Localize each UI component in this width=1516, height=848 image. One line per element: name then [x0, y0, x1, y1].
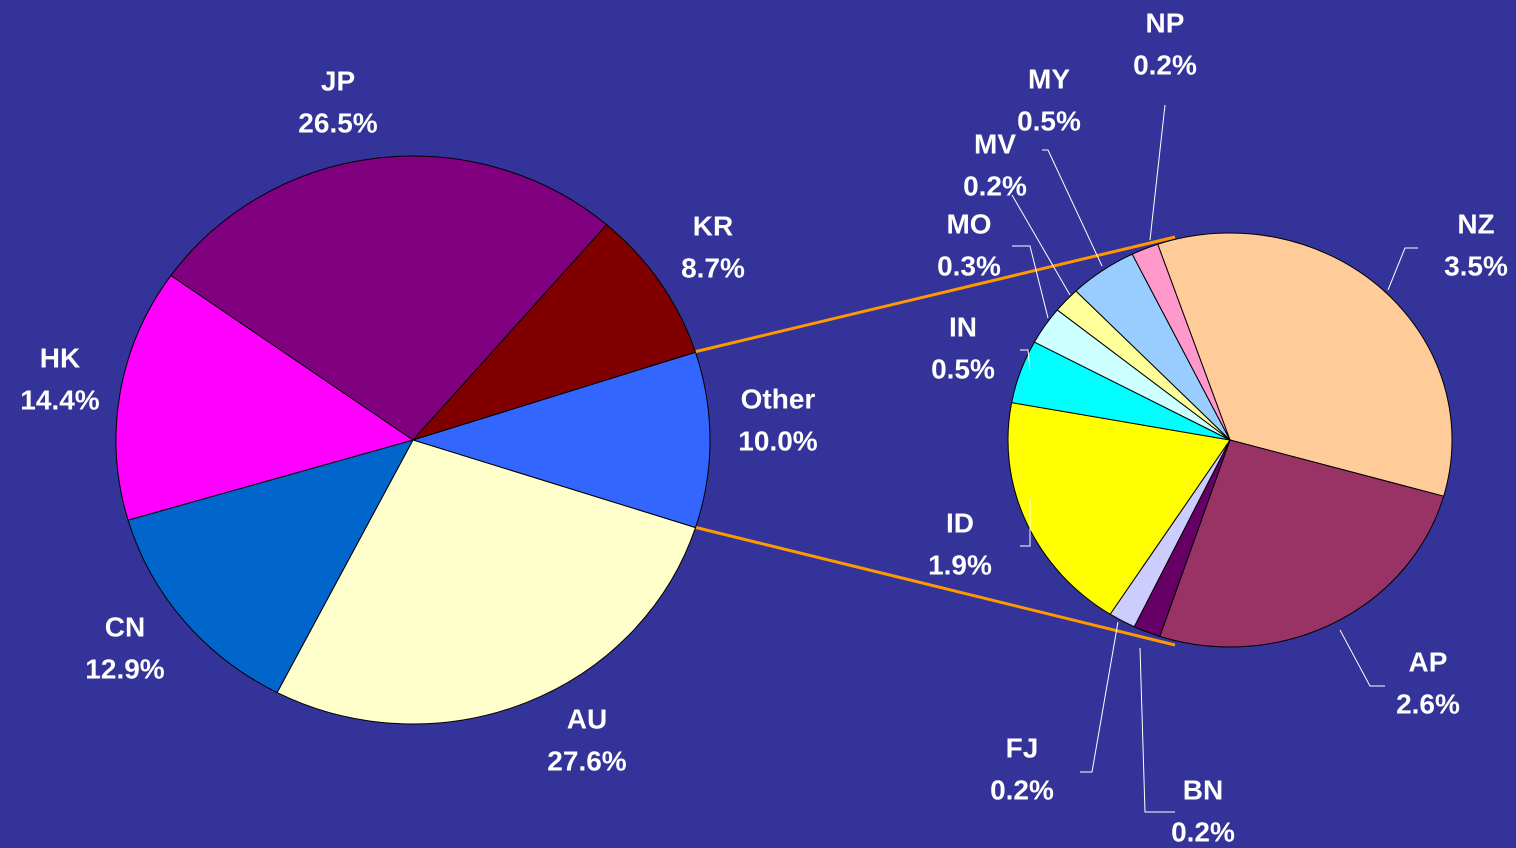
slice-value-label: 26.5%: [298, 107, 377, 138]
slice-value-label: 0.5%: [1017, 105, 1081, 136]
slice-label: HK: [40, 342, 80, 373]
leader-line: [1139, 647, 1175, 813]
slice-label: Other: [741, 383, 816, 414]
leader-line: [1012, 245, 1049, 319]
leader-line: [1387, 247, 1418, 291]
slice-label: MV: [974, 128, 1016, 159]
pie-slice: [170, 155, 608, 441]
pie-slice: [1131, 243, 1231, 441]
slice-label: AU: [567, 703, 607, 734]
pie-slice: [411, 351, 711, 529]
slice-value-label: 3.5%: [1444, 250, 1508, 281]
slice-label: JP: [321, 65, 355, 96]
slice-value-label: 12.9%: [85, 653, 164, 684]
slice-value-label: 0.2%: [1133, 49, 1197, 80]
leader-line: [1011, 194, 1071, 296]
slice-label: NP: [1146, 7, 1185, 38]
slice-label: AP: [1409, 646, 1448, 677]
slice-label: MY: [1028, 63, 1070, 94]
pie-slice: [1007, 402, 1231, 615]
slice-label: BN: [1183, 774, 1223, 805]
leader-line: [1020, 349, 1031, 371]
leader-line: [1042, 149, 1103, 267]
pie-slice: [115, 274, 415, 521]
slice-value-label: 2.6%: [1396, 688, 1460, 719]
slice-value-label: 1.9%: [928, 549, 992, 580]
slice-value-label: 10.0%: [738, 425, 817, 456]
leader-line: [1149, 104, 1166, 241]
pie-slice: [127, 439, 414, 694]
slice-label: FJ: [1006, 732, 1039, 763]
slice-label: KR: [693, 210, 733, 241]
pie-slice: [276, 439, 697, 725]
slice-value-label: 0.2%: [963, 170, 1027, 201]
slice-label: CN: [105, 611, 145, 642]
slice-value-label: 8.7%: [681, 252, 745, 283]
slice-value-label: 0.2%: [1171, 816, 1235, 847]
slice-label: MO: [946, 208, 991, 239]
connector-line: [693, 235, 1176, 354]
slice-value-label: 0.3%: [937, 250, 1001, 281]
slice-value-label: 0.5%: [931, 353, 995, 384]
slice-value-label: 0.2%: [990, 774, 1054, 805]
slice-label: NZ: [1457, 208, 1494, 239]
pie-slice: [1157, 232, 1453, 497]
slice-label: ID: [946, 507, 974, 538]
slice-value-label: 27.6%: [547, 745, 626, 776]
connector-line: [693, 525, 1176, 647]
leader-line: [1020, 500, 1031, 547]
leader-line: [1339, 629, 1385, 687]
pie-slice: [1159, 439, 1445, 648]
slice-label: IN: [949, 311, 977, 342]
leader-line: [1080, 621, 1119, 773]
slice-value-label: 14.4%: [20, 384, 99, 415]
pie-slice: [411, 224, 697, 442]
